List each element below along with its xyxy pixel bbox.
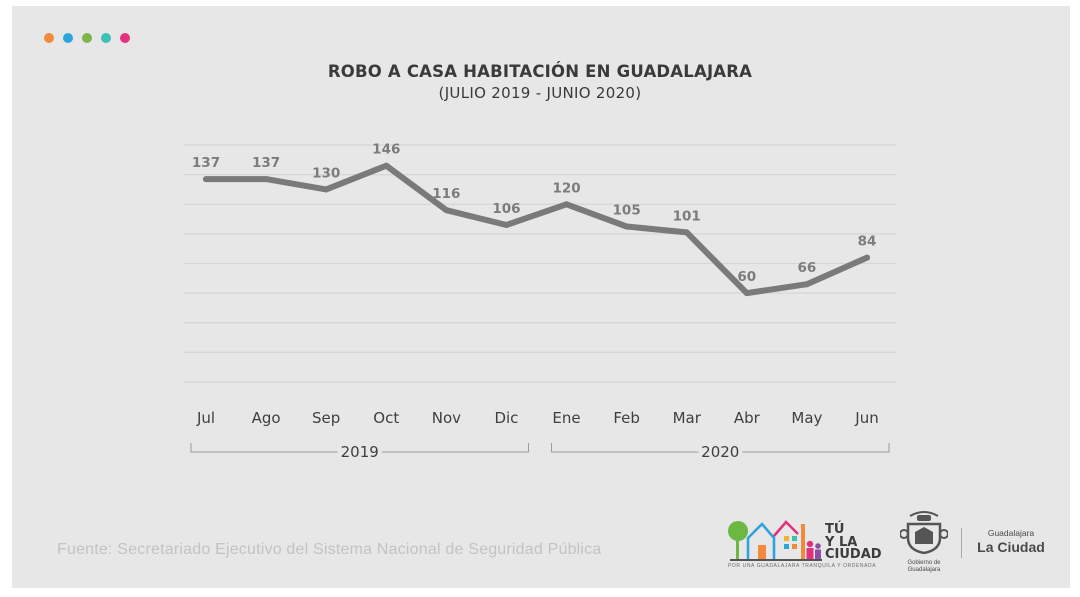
x-tick-label: Oct <box>373 409 399 427</box>
dot-green <box>82 33 92 43</box>
x-tick-label: Abr <box>734 409 761 427</box>
gobierno-guadalajara-logo: Gobierno de Guadalajara <box>896 510 952 580</box>
data-label: 146 <box>372 142 400 158</box>
source-note: Fuente: Secretariado Ejecutivo del Siste… <box>57 541 602 558</box>
dot-teal <box>101 33 111 43</box>
x-tick-label: Nov <box>432 409 461 427</box>
guadalajara-la-ciudad-logo: Guadalajara La Ciudad <box>968 528 1054 555</box>
year-bracket <box>190 443 529 453</box>
chart-heading: ROBO A CASA HABITACIÓN EN GUADALAJARA (J… <box>0 62 1080 102</box>
x-tick-label: Sep <box>312 409 340 427</box>
data-point <box>503 221 510 228</box>
city-skyline-icon <box>728 520 822 561</box>
data-point <box>803 281 810 288</box>
x-tick-label: Ago <box>252 409 281 427</box>
data-label: 101 <box>673 208 701 224</box>
gob-label-bottom: Guadalajara <box>907 567 941 573</box>
data-label: 60 <box>737 269 756 285</box>
logo-tagline: POR UNA GUADALAJARA TRANQUILA Y ORDENADA <box>728 563 877 569</box>
year-label: 2020 <box>701 443 739 461</box>
data-label: 116 <box>432 186 460 202</box>
data-point <box>864 254 870 261</box>
chart-title: ROBO A CASA HABITACIÓN EN GUADALAJARA <box>327 62 753 81</box>
data-label: 106 <box>492 201 520 217</box>
x-tick-label: Jun <box>854 409 878 427</box>
chart-subtitle: (JULIO 2019 - JUNIO 2020) <box>438 84 642 102</box>
x-tick-label: Jul <box>196 409 215 427</box>
tu-y-la-ciudad-logo: TÚ Y LA CIUDAD POR UNA GUADALAJARA TRANQ… <box>724 514 889 578</box>
x-tick-label: May <box>791 409 822 427</box>
tu-y-la-ciudad-wordmark: TÚ Y LA CIUDAD <box>825 522 882 562</box>
year-label: 2019 <box>341 443 379 461</box>
x-tick-label: Mar <box>673 409 702 427</box>
lc-logo-top: Guadalajara <box>987 528 1035 538</box>
decorative-dots <box>44 33 130 43</box>
data-point <box>383 162 390 169</box>
chart-card <box>12 6 1070 588</box>
logo-divider <box>961 528 962 558</box>
data-point <box>263 176 270 183</box>
data-label: 130 <box>312 165 340 181</box>
x-tick-label: Dic <box>494 409 518 427</box>
data-label: 120 <box>552 180 580 196</box>
series-line <box>203 162 870 297</box>
data-point <box>563 201 570 208</box>
data-point <box>443 207 450 214</box>
dot-orange <box>44 33 54 43</box>
data-point <box>623 223 630 230</box>
data-label: 66 <box>798 260 817 276</box>
coat-of-arms-icon <box>899 511 949 555</box>
data-label: 137 <box>192 155 220 171</box>
data-label: 84 <box>858 234 877 250</box>
x-tick-label: Ene <box>552 409 580 427</box>
data-point <box>683 229 690 236</box>
data-point <box>743 290 750 297</box>
x-tick-label: Feb <box>613 409 640 427</box>
gob-label-top: Gobierno de <box>907 560 941 566</box>
year-bracket <box>551 443 890 453</box>
dot-pink <box>120 33 130 43</box>
data-label: 137 <box>252 155 280 171</box>
lc-logo-bottom: La Ciudad <box>977 539 1045 555</box>
dot-blue <box>63 33 73 43</box>
data-label: 105 <box>613 202 641 218</box>
data-point <box>323 186 330 193</box>
data-point <box>203 176 209 183</box>
